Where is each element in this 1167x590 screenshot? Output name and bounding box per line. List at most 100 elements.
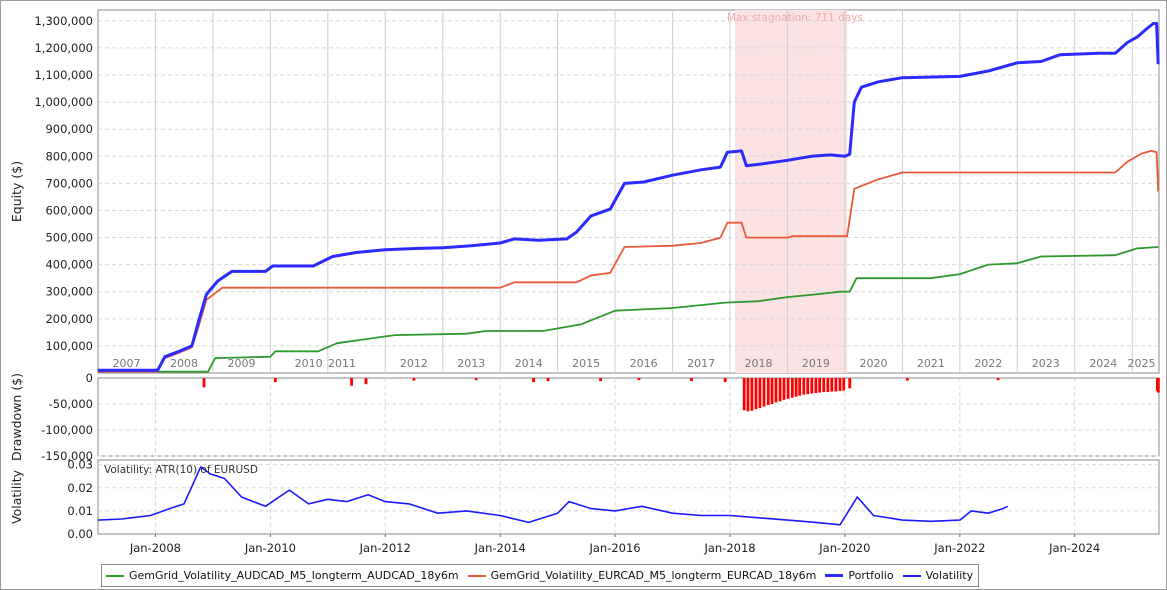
legend-item: Volatility [899,569,979,582]
drawdown-bar [806,378,810,395]
year-label: 2011 [328,357,356,370]
year-label: 2021 [917,357,945,370]
legend: GemGrid_Volatility_AUDCAD_M5_longterm_AU… [101,564,980,587]
legend-item: GemGrid_Volatility_AUDCAD_M5_longterm_AU… [102,569,464,582]
equity-ytick-label: 1,200,000 [34,41,93,55]
drawdown-bar [762,378,766,407]
drawdown-bar [766,378,770,406]
drawdown-bar [996,378,1000,381]
year-label: 2023 [1032,357,1060,370]
volatility-ytick-label: 0.01 [67,504,93,518]
equity-ytick-label: 1,000,000 [34,95,93,109]
drawdown-bar [273,378,277,383]
drawdown-bar [786,378,790,399]
volatility-ytick-label: 0.02 [67,481,93,495]
drawdown-bar [842,378,846,391]
year-label: 2024 [1089,357,1117,370]
drawdown-axis-title: Drawdown ($) [9,373,24,461]
stagnation-band [734,10,848,373]
equity-ytick-label: 1,100,000 [34,68,93,82]
equity-ytick-label: 400,000 [45,258,93,272]
drawdown-ytick-label: -50,000 [49,397,93,411]
year-label: 2008 [170,357,198,370]
year-label: 2019 [802,357,830,370]
drawdown-bar [848,378,852,389]
drawdown-bar [750,378,754,411]
panel-frame-2 [97,377,1160,457]
year-label: 2017 [687,357,715,370]
drawdown-bar [782,378,786,400]
drawdown-bar [905,378,909,381]
year-label: 2010 [295,357,323,370]
drawdown-bar [798,378,802,396]
equity-ytick-label: 1,300,000 [34,14,93,28]
year-label: 2009 [227,357,255,370]
drawdown-bar [723,378,727,383]
x-tick-label: Jan-2018 [703,541,755,555]
equity-ytick-label: 900,000 [45,122,93,136]
x-tick-label: Jan-2016 [588,541,640,555]
drawdown-bar [838,378,842,391]
drawdown-bar [412,378,416,381]
legend-swatch [902,574,921,577]
volatility-line [97,466,1009,526]
legend-item: GemGrid_Volatility_EURCAD_M5_longterm_EU… [464,569,822,582]
drawdown-bar [746,378,750,412]
drawdown-bar [546,378,550,382]
drawdown-bar [758,378,762,409]
x-tick-label: Jan-2008 [129,541,181,555]
drawdown-bar [532,378,535,383]
equity-ytick-label: 700,000 [45,176,93,190]
drawdown-bar [826,378,830,393]
legend-label: GemGrid_Volatility_AUDCAD_M5_longterm_AU… [129,569,459,582]
drawdown-bar [778,378,782,402]
legend-swatch [467,574,486,577]
year-label: 2013 [457,357,485,370]
equity-line-audcad [98,246,1159,373]
legend-item: Portfolio [821,569,898,582]
year-label: 2016 [630,357,658,370]
drawdown-bar [790,378,794,398]
drawdown-bar [690,378,693,382]
drawdown-ytick-label: -150,000 [41,449,93,463]
drawdown-bar [754,378,758,410]
volatility-ytick-label: 0.00 [67,527,93,541]
legend-label: Volatility [925,569,974,582]
equity-line-eurcad [98,149,1160,373]
year-label: 2014 [515,357,543,370]
stagnation-label: Max stagnation: 711 days [727,12,863,24]
equity-ytick-label: 200,000 [45,312,93,326]
drawdown-bar [810,378,814,394]
drawdown-ytick-label: 0 [86,371,93,385]
equity-ytick-label: 100,000 [45,339,93,353]
drawdown-bar [818,378,822,393]
x-tick-label: Jan-2024 [1048,541,1100,555]
panel-frame-3 [97,459,1160,535]
drawdown-bar [599,378,602,382]
equity-axis-title: Equity ($) [9,161,24,222]
chart-svg: Max stagnation: 711 days 100,000 200,000 30… [9,9,1160,555]
drawdown-bar [202,378,206,388]
drawdown-bar [794,378,798,397]
drawdown-bar [814,378,818,394]
year-label: 2007 [112,357,140,370]
legend-swatch [825,574,844,577]
drawdown-bar [770,378,774,404]
drawdown-bar [474,378,478,381]
drawdown-bar [774,378,778,403]
drawdown-bar [1156,378,1160,393]
year-label: 2020 [859,357,887,370]
drawdown-bar [742,378,746,411]
x-tick-label: Jan-2014 [474,541,526,555]
x-tick-label: Jan-2022 [933,541,985,555]
drawdown-bar [834,378,838,392]
x-tick-label: Jan-2020 [818,541,870,555]
legend-label: Portfolio [848,569,894,582]
equity-line-portfolio [98,22,1160,372]
legend-swatch [106,574,124,577]
x-tick-label: Jan-2010 [244,541,296,555]
year-label: 2015 [572,357,600,370]
drawdown-ytick-label: -100,000 [41,423,93,437]
year-label: 2022 [974,357,1002,370]
